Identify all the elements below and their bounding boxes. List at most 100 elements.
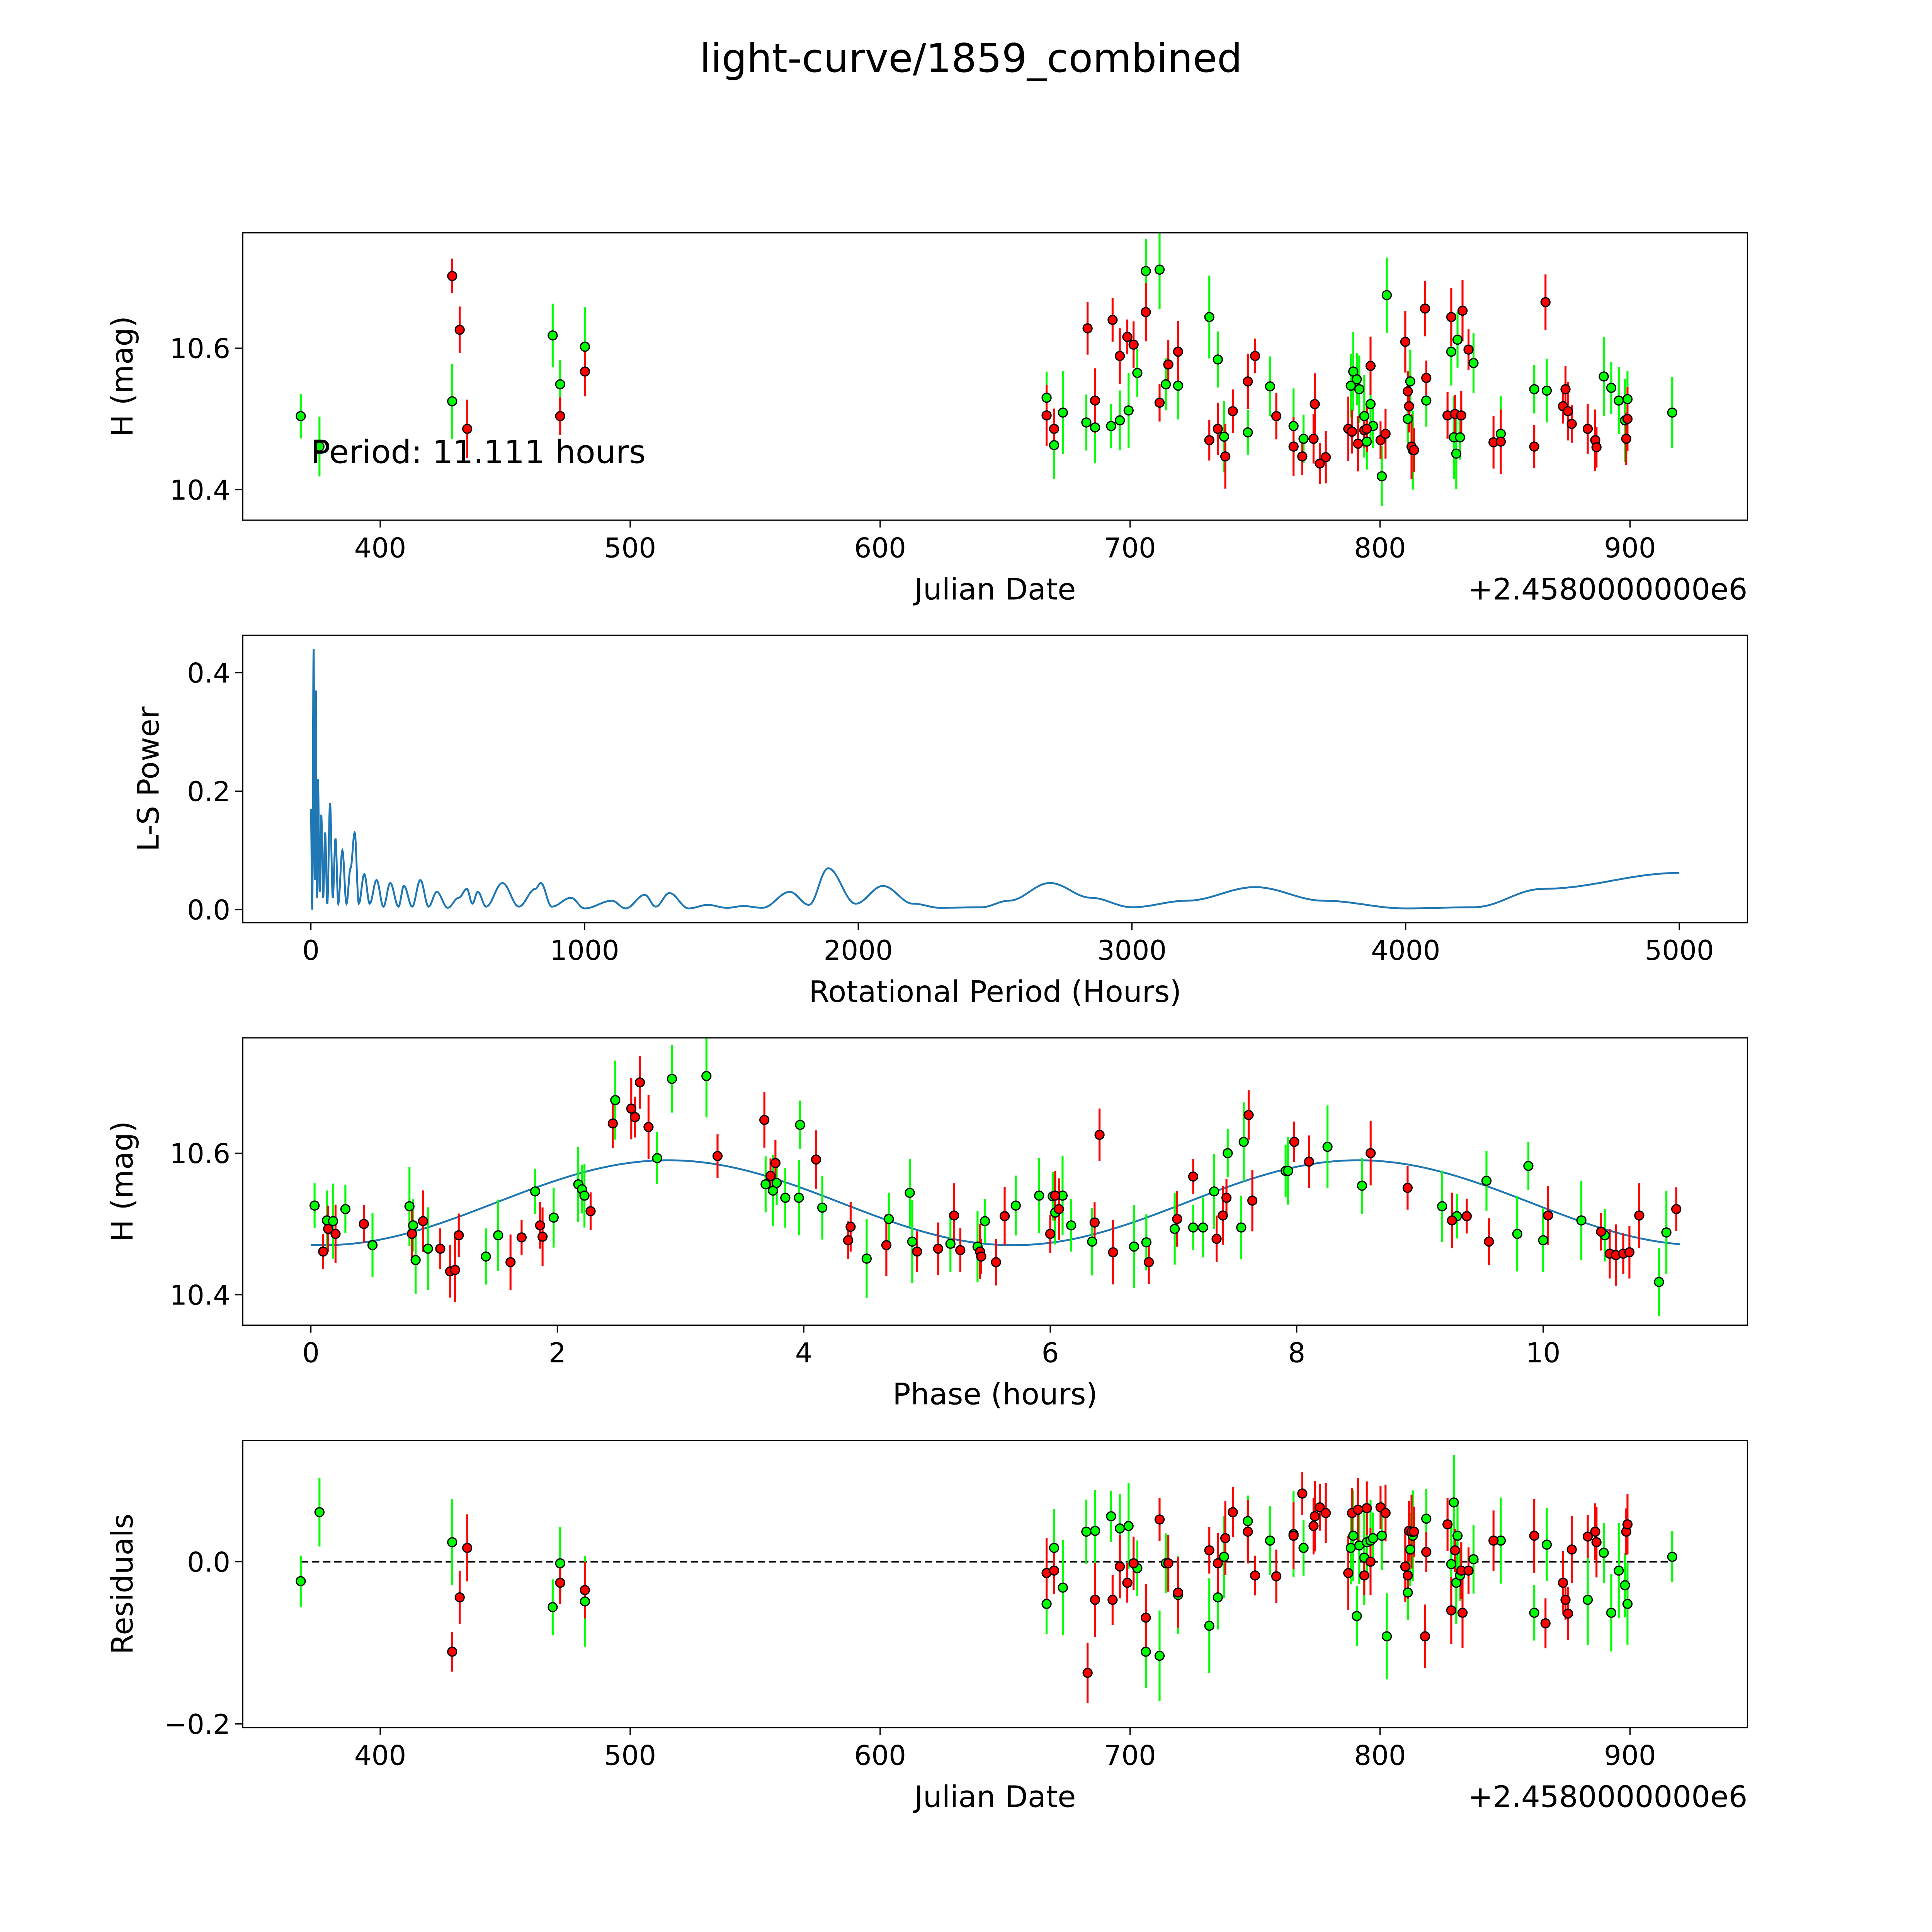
green-data-point [1606,383,1617,393]
red-data-point [1049,1565,1060,1576]
axes-frame [242,232,1748,521]
red-data-point [1484,1236,1494,1247]
green-data-point [1403,414,1413,424]
green-data-point [1114,415,1125,426]
x-axis-label: Julian Date [913,1780,1076,1814]
green-data-point [1198,1222,1208,1233]
green-data-point [1614,1565,1624,1576]
green-data-point [1066,1220,1077,1231]
red-data-point [1289,1136,1299,1147]
y-tick-label: 10.4 [170,474,230,506]
green-data-point [1523,1161,1534,1171]
y-tick-label: 0.0 [187,1546,230,1578]
red-data-point [1403,1570,1413,1581]
green-data-point [1169,1224,1180,1234]
green-data-point [1204,1621,1214,1631]
green-data-point [1204,312,1214,322]
green-data-point [548,1602,558,1612]
y-tick-label: 10.6 [170,1138,230,1170]
green-data-point [907,1236,917,1247]
panel-residuals: 400 500 600 700 800 900 −0.2 0.0 Julian Date Resi… [105,1439,1748,1814]
red-data-point [555,411,565,422]
red-data-point [1365,361,1376,371]
green-data-point [1213,1592,1223,1603]
red-data-point [991,1257,1001,1267]
x-tick-label: 8 [1288,1337,1305,1369]
green-data-point [1219,431,1230,442]
red-data-point [505,1257,516,1267]
red-data-point [933,1243,943,1254]
red-data-point [1457,1607,1468,1618]
green-data-point [1010,1200,1021,1211]
red-data-point [712,1151,723,1161]
red-data-point [1540,297,1551,308]
green-data-point [309,1200,320,1211]
x-tick-label: 2 [549,1337,566,1369]
green-data-point [652,1153,662,1163]
green-data-point [1620,1580,1630,1590]
red-data-point [1128,339,1139,350]
green-data-point [1654,1277,1664,1287]
green-data-point [408,1220,418,1231]
x-tick-label: 400 [354,1740,406,1771]
x-tick-label: 1000 [550,935,619,966]
red-data-point [1141,1612,1151,1623]
y-tick-label: 10.6 [170,333,230,365]
green-data-point [1041,1599,1052,1609]
red-data-point [1596,1226,1606,1237]
green-data-point [1437,1201,1447,1211]
red-data-point [1591,1537,1602,1548]
green-data-point [1576,1215,1587,1226]
red-data-point [912,1246,922,1257]
green-data-point [1529,1607,1539,1618]
x-axis-label: Phase (hours) [893,1378,1097,1412]
axes-frame [242,1037,1748,1326]
axes-frame [242,1439,1748,1728]
red-data-point [1442,1519,1453,1530]
green-data-point [1049,1543,1060,1553]
red-data-point [535,1220,545,1231]
green-data-point [1081,417,1092,428]
red-data-point [1172,1214,1182,1224]
red-data-point [811,1154,821,1165]
green-data-point [1288,421,1299,431]
figure-title: light-curve/1859_combined [700,36,1242,82]
green-data-point [1468,1554,1479,1565]
red-data-point [1271,411,1282,422]
red-data-point [1107,1595,1118,1605]
red-data-point [1566,418,1577,429]
red-data-point [1045,1229,1056,1239]
green-data-point [1446,1559,1457,1570]
red-data-point [1094,1129,1105,1140]
y-tick-label: 0.2 [187,776,230,808]
green-data-point [1661,1227,1672,1238]
green-data-point [328,1216,338,1226]
red-data-point [1108,1247,1118,1257]
red-data-point [330,1229,341,1239]
red-data-point [1204,1545,1214,1556]
red-data-point [1671,1204,1682,1214]
x-tick-label: 10 [1526,1337,1561,1369]
x-tick-label: 0 [302,1337,320,1369]
red-data-point [1624,1247,1635,1257]
x-tick-label: 500 [604,1740,656,1771]
green-data-point [817,1202,828,1213]
red-data-point [1563,1608,1573,1619]
red-data-point [1288,441,1299,452]
red-data-point [1409,1526,1419,1537]
red-data-point [1380,429,1391,439]
green-data-point [884,1214,894,1224]
red-data-point [418,1216,428,1226]
plot-area [310,649,1680,910]
green-data-point [1161,379,1171,389]
x-tick-label: 6 [1042,1337,1059,1369]
red-data-point [630,1112,640,1122]
green-data-point [1129,1242,1139,1252]
green-data-point [1451,448,1461,459]
green-data-point [580,1596,590,1607]
red-data-point [1446,312,1457,322]
red-data-point [450,1265,460,1275]
green-data-point [340,1204,350,1214]
red-data-point [1560,1595,1571,1605]
